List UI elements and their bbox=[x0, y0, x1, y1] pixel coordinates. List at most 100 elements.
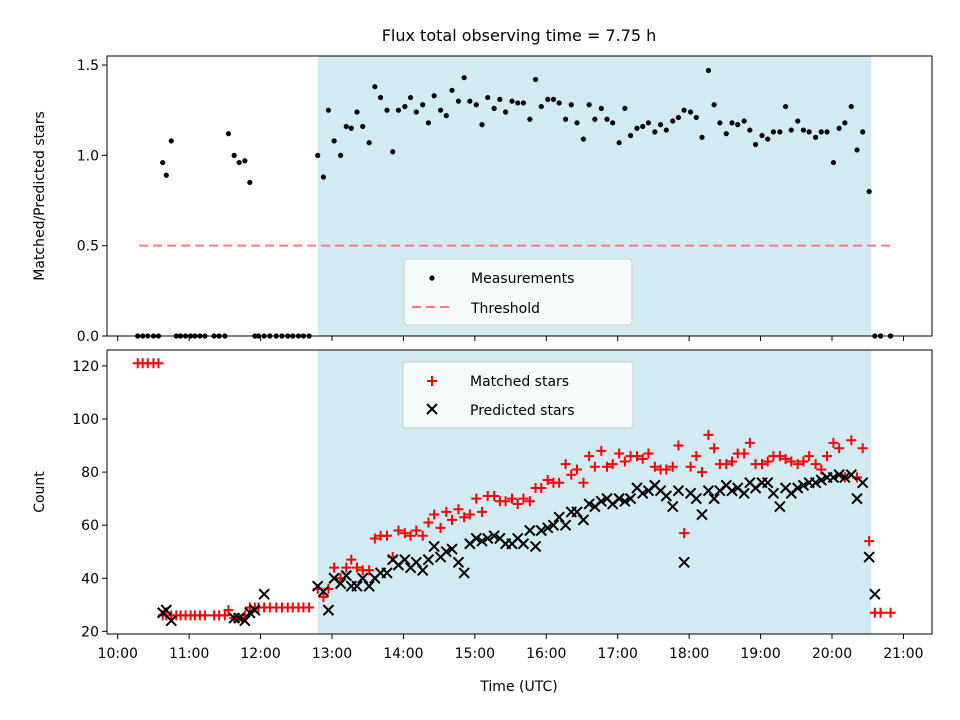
x-tick-label: 16:00 bbox=[526, 646, 566, 662]
predicted-star-point bbox=[571, 506, 583, 518]
predicted-star-point bbox=[422, 553, 435, 566]
measurement-point bbox=[663, 127, 669, 133]
ratio-y-axis-label: Matched/Predicted stars bbox=[32, 111, 48, 281]
measurement-point bbox=[759, 132, 765, 139]
legend-measurements-label: Measurements bbox=[471, 271, 574, 287]
measurement-point bbox=[384, 107, 390, 113]
matched-star-point bbox=[607, 459, 618, 470]
measurement-point bbox=[574, 120, 580, 126]
measurement-point bbox=[431, 93, 437, 99]
predicted-star-point bbox=[399, 553, 411, 566]
x-tick-label: 17:00 bbox=[598, 646, 638, 662]
predicted-star-point bbox=[696, 508, 708, 521]
measurement-point bbox=[337, 152, 344, 158]
matched-star-point bbox=[542, 475, 553, 486]
x-axis-label: Time (UTC) bbox=[479, 679, 557, 695]
measurement-point bbox=[717, 120, 723, 126]
predicted-star-point bbox=[524, 524, 536, 537]
predicted-star-point bbox=[613, 492, 625, 505]
measurement-point bbox=[670, 118, 676, 124]
measurement-point bbox=[735, 122, 741, 128]
matched-star-point bbox=[619, 456, 630, 467]
measurement-point bbox=[160, 159, 166, 166]
predicted-star-point bbox=[340, 569, 352, 582]
legend-predicted-label: Predicted stars bbox=[470, 403, 575, 419]
x-tick-label: 10:00 bbox=[98, 646, 138, 662]
matched-star-point bbox=[721, 459, 732, 470]
predicted-star-point bbox=[845, 469, 857, 481]
predicted-star-point bbox=[470, 532, 482, 545]
measurement-point bbox=[390, 149, 396, 155]
predicted-star-point bbox=[517, 538, 530, 550]
matched-star-point bbox=[584, 451, 595, 462]
predicted-star-point bbox=[637, 487, 649, 500]
matched-star-point bbox=[341, 562, 352, 573]
measurement-point bbox=[770, 129, 777, 135]
count-axes-frame bbox=[106, 349, 933, 635]
matched-star-point bbox=[219, 610, 230, 621]
matched-star-point bbox=[679, 528, 690, 539]
predicted-star-point bbox=[458, 567, 470, 579]
measurement-point bbox=[812, 134, 819, 140]
measurement-point bbox=[538, 103, 544, 110]
predicted-star-point bbox=[228, 612, 240, 624]
predicted-star-point bbox=[322, 604, 335, 616]
matched-star-point bbox=[780, 453, 791, 464]
predicted-star-point bbox=[833, 469, 845, 481]
measurement-point bbox=[225, 131, 232, 137]
matched-star-point bbox=[536, 483, 547, 494]
measurement-point bbox=[320, 174, 327, 180]
matched-star-point bbox=[774, 451, 785, 462]
legend-box bbox=[403, 258, 633, 326]
predicted-star-point bbox=[160, 604, 172, 616]
measurement-point bbox=[413, 109, 419, 115]
x-tick-label: 14:00 bbox=[383, 646, 423, 662]
measurement-point bbox=[681, 107, 687, 113]
predicted-star-point bbox=[233, 612, 245, 624]
matched-star-point bbox=[399, 528, 410, 539]
matched-star-point bbox=[798, 456, 809, 467]
measurement-point bbox=[562, 116, 569, 122]
predicted-star-point bbox=[595, 495, 607, 507]
matched-star-point bbox=[429, 509, 440, 520]
measurement-point bbox=[580, 136, 587, 142]
predicted-star-point bbox=[547, 519, 560, 531]
measurement-point bbox=[443, 113, 449, 119]
x-tick-label: 15:00 bbox=[455, 646, 495, 662]
measurement-point bbox=[163, 172, 169, 178]
matched-star-point bbox=[691, 451, 702, 462]
measurement-point bbox=[449, 87, 455, 93]
measurement-point bbox=[824, 129, 830, 135]
measurement-point bbox=[461, 75, 467, 81]
measurement-point bbox=[520, 100, 527, 106]
predicted-star-point bbox=[809, 477, 822, 489]
predicted-star-point bbox=[258, 588, 270, 600]
measurement-point bbox=[675, 114, 682, 121]
measurement-point bbox=[491, 105, 497, 111]
y-tick-label: 100 bbox=[72, 412, 99, 428]
predicted-star-point bbox=[690, 492, 702, 505]
measurement-point bbox=[348, 125, 354, 131]
matched-star-point bbox=[447, 514, 457, 525]
matched-star-point bbox=[703, 429, 714, 440]
measurement-point bbox=[657, 122, 664, 128]
predicted-star-point bbox=[357, 572, 369, 584]
matched-star-point bbox=[566, 469, 577, 480]
predicted-star-point bbox=[446, 543, 458, 555]
x-tick-label: 21:00 bbox=[883, 646, 923, 662]
measurement-point bbox=[616, 140, 622, 146]
measurement-point bbox=[331, 138, 337, 144]
predicted-star-point bbox=[660, 490, 672, 502]
measurement-point bbox=[402, 103, 408, 110]
matched-star-point bbox=[834, 443, 845, 454]
matched-star-point bbox=[864, 536, 875, 547]
predicted-star-point bbox=[488, 530, 500, 542]
matched-star-point bbox=[441, 506, 452, 517]
matched-star-point bbox=[411, 525, 422, 536]
y-tick-label: 60 bbox=[81, 518, 99, 534]
x-tick-label: 13:00 bbox=[312, 646, 352, 662]
measurement-point bbox=[622, 105, 628, 111]
matched-star-point bbox=[744, 437, 755, 448]
matched-star-point bbox=[382, 530, 392, 541]
y-tick-label: 1.5 bbox=[77, 58, 99, 74]
